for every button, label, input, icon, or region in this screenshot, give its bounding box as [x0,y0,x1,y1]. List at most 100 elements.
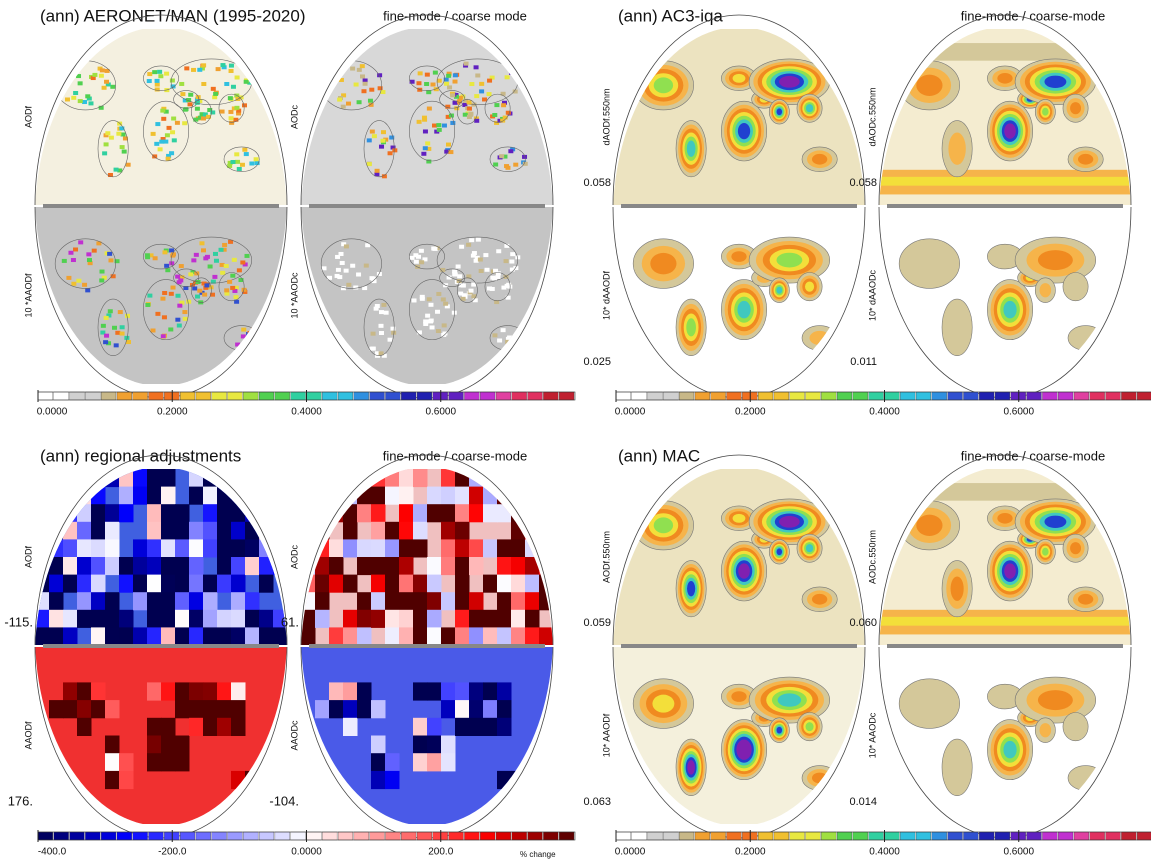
map-mean: 61. [281,614,299,629]
map-mean: 0.058 [849,177,877,189]
grid-cell [231,504,246,522]
grid-cell [427,504,442,522]
field-contour [738,123,750,139]
grid-cell [77,557,92,575]
colorbar-segment [354,392,369,400]
grid-cell [385,557,400,575]
grid-cell [385,592,400,610]
grid-cell [35,557,50,575]
grid-cell [329,682,344,700]
grid-cell [469,539,484,557]
grid-cell [483,627,498,645]
field-contour [1078,594,1093,605]
field-contour [731,691,746,702]
grid-cell [175,627,190,645]
colorbar-segment [291,832,306,840]
site-cell [202,293,207,297]
grid-cell [315,610,330,628]
colorbar-segment [307,392,322,400]
grid-cell [385,487,400,505]
field-contour [806,544,813,552]
grid-cell [147,592,162,610]
grid-cell [315,575,330,593]
grid-cell [77,469,92,487]
site-cell [356,272,361,276]
site-cell [194,253,199,257]
grid-cell [35,504,50,522]
site-cell [371,347,376,351]
grid-cell [175,592,190,610]
site-cell [145,303,150,307]
site-cell [147,294,152,298]
site-cell [469,82,474,86]
grid-cell [147,718,162,736]
grid-cell [539,522,554,540]
site-cell [495,275,500,279]
map-mean: -115. [4,614,33,629]
grid-cell [343,575,358,593]
grid-cell [91,487,106,505]
site-cell [78,99,83,103]
colorbar-tick-label: 200.0 [428,847,453,858]
grid-cell [399,610,414,628]
colorbar-segment [758,392,773,400]
grid-cell [133,592,148,610]
colorbar-segment [38,832,53,840]
grid-cell [427,736,442,754]
colorbar-segment [1074,832,1089,840]
field-contour [1070,542,1081,554]
map [613,207,865,384]
site-cell [416,81,421,85]
site-cell [169,292,174,296]
site-cell [166,157,171,161]
site-cell [176,294,181,298]
grid-cell [399,504,414,522]
grid-cell [441,469,456,487]
grid-cell [175,557,190,575]
site-cell [188,102,193,106]
grid-cell [427,610,442,628]
site-cell [388,338,393,342]
grid-cell [371,753,386,771]
grid-cell [329,700,344,718]
grid-cell [441,522,456,540]
site-cell [195,295,200,299]
grid-cell [189,682,204,700]
field-contour [776,287,782,294]
map [301,647,553,824]
colorbar-segment [932,832,947,840]
site-cell [71,96,76,100]
grid-cell [203,504,218,522]
map-frame [35,29,287,205]
grid-cell [105,753,120,771]
grid-cell [469,557,484,575]
grid-cell [441,504,456,522]
colorbar-segment [1106,832,1121,840]
field-contour [733,514,746,523]
grid-cell [385,575,400,593]
grid-cell [105,539,120,557]
colorbar-segment [228,832,243,840]
grid-cell [245,469,260,487]
grid-cell [161,610,176,628]
grid-cell [413,469,428,487]
field-contour [778,693,802,706]
site-cell [180,92,185,96]
site-cell [220,271,225,275]
grid-cell [301,539,316,557]
site-cell [420,295,425,299]
grid-cell [413,753,428,771]
site-cell [487,286,492,290]
field-contour [779,516,800,528]
colorbar-segment [1042,392,1057,400]
grid-cell [259,469,274,487]
site-cell [442,332,447,336]
site-cell [219,248,224,252]
site-cell [109,136,114,140]
grid-cell [413,575,428,593]
site-cell [513,163,518,167]
grid-cell [231,610,246,628]
grid-cell [259,504,274,522]
grid-cell [371,771,386,789]
grid-cell [175,575,190,593]
